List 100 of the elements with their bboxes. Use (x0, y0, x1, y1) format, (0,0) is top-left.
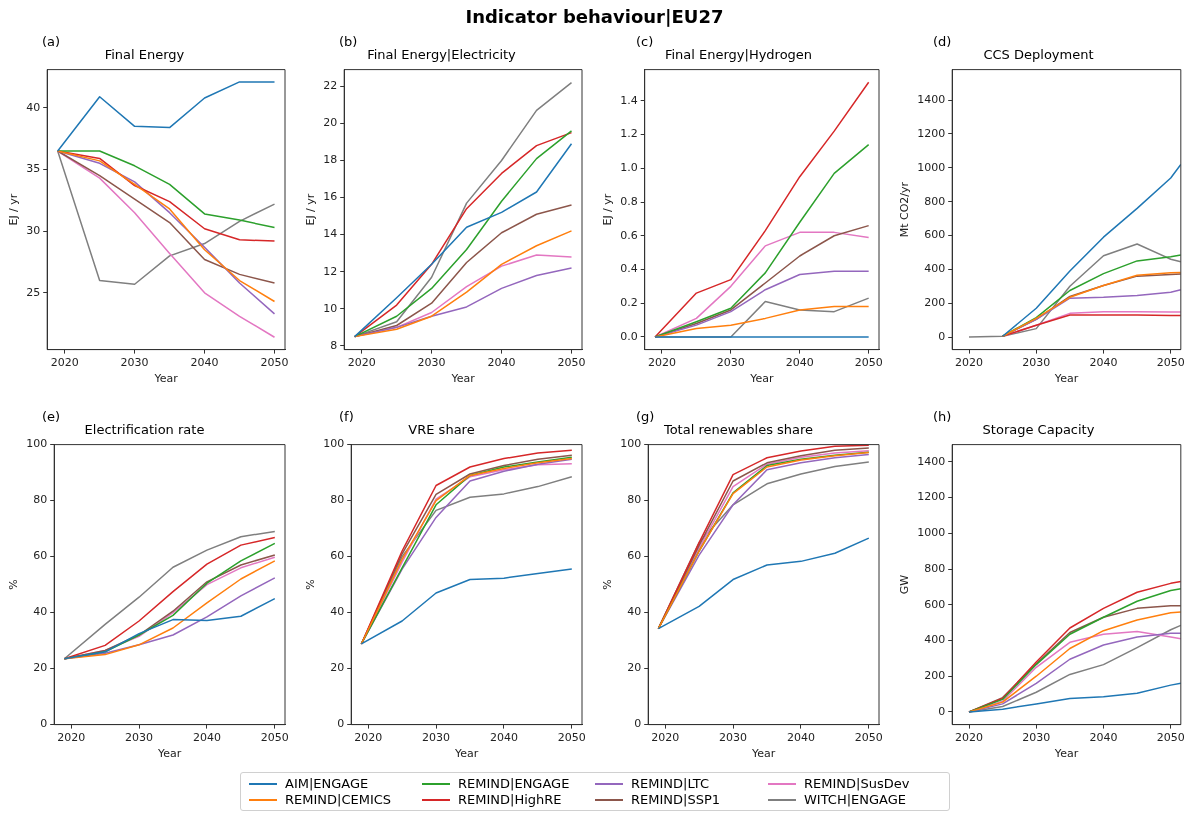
legend-label: REMIND|LTC (631, 776, 710, 791)
x-tick-label: 2020 (354, 731, 383, 745)
x-tick-label: 2030 (719, 731, 748, 745)
x-tick-label: 2040 (785, 356, 814, 370)
x-tick-label: 2050 (1156, 731, 1185, 745)
y-tick-label: 80 (33, 493, 48, 507)
legend-label: REMIND|HighRE (458, 792, 562, 807)
x-axis-title: Year (750, 747, 776, 761)
x-tick-label: 2040 (190, 356, 219, 370)
y-tick-label: 12 (323, 264, 338, 278)
y-tick-label: 0.0 (620, 329, 638, 343)
chart-title: Final Energy|Hydrogen (664, 47, 813, 63)
x-axis-title: Year (453, 747, 479, 761)
y-tick-label: 600 (924, 597, 946, 611)
y-tick-label: 10 (323, 301, 338, 315)
y-tick-label: 600 (924, 228, 946, 242)
x-axis-title: Year (1053, 372, 1079, 386)
y-tick-label: 200 (924, 669, 946, 683)
y-axis-title: % (7, 579, 21, 590)
y-tick-label: 14 (323, 227, 338, 241)
chart-title: VRE share (408, 422, 475, 438)
y-tick-label: 200 (924, 296, 946, 310)
y-tick-label: 40 (627, 605, 642, 619)
x-tick-label: 2020 (651, 731, 680, 745)
text: Indicator behaviour|EU27 (464, 6, 725, 27)
x-axis-title: Year (156, 747, 182, 761)
x-tick-label: 2030 (716, 356, 745, 370)
y-tick-label: 0 (938, 329, 946, 343)
y-tick-label: 30 (26, 224, 41, 238)
y-tick-label: 1400 (917, 454, 946, 468)
text: (f) (339, 409, 354, 424)
y-tick-label: 0 (938, 704, 946, 718)
y-tick-label: 80 (330, 493, 345, 507)
legend-label: WITCH|ENGAGE (804, 792, 907, 807)
y-tick-label: 1000 (917, 526, 946, 540)
y-tick-label: 40 (26, 100, 41, 114)
y-axis-title: EJ / yr (601, 193, 615, 226)
legend-label: AIM|ENGAGE (285, 776, 369, 791)
x-tick-label: 2030 (125, 731, 154, 745)
y-tick-label: 0.6 (620, 228, 638, 242)
x-tick-label: 2040 (487, 356, 516, 370)
y-tick-label: 20 (627, 661, 642, 675)
y-axis-title: Mt CO2/yr (898, 181, 912, 238)
y-tick-label: 16 (323, 190, 338, 204)
chart-title: Electrification rate (84, 422, 205, 438)
y-tick-label: 18 (323, 153, 338, 167)
text: (g) (636, 409, 655, 424)
x-axis-title: Year (1053, 747, 1079, 761)
x-tick-label: 2020 (57, 731, 86, 745)
x-tick-label: 2020 (347, 356, 376, 370)
x-tick-label: 2040 (489, 731, 518, 745)
text: (c) (636, 34, 654, 49)
text: (d) (933, 34, 952, 49)
y-tick-label: 400 (924, 262, 946, 276)
y-axis-title: EJ / yr (304, 193, 318, 226)
x-tick-label: 2030 (1022, 356, 1051, 370)
x-axis-title: Year (450, 372, 476, 386)
y-tick-label: 35 (26, 162, 41, 176)
legend-label: REMIND|ENGAGE (458, 776, 570, 791)
y-tick-label: 0.4 (620, 262, 638, 276)
y-tick-label: 20 (330, 661, 345, 675)
x-tick-label: 2020 (50, 356, 79, 370)
y-tick-label: 0 (634, 717, 642, 731)
chart-title: Storage Capacity (982, 422, 1095, 438)
chart-title: Total renewables share (662, 422, 814, 438)
text: (b) (339, 34, 358, 49)
x-tick-label: 2050 (557, 356, 586, 370)
y-tick-label: 1.0 (620, 161, 638, 175)
x-tick-label: 2030 (417, 356, 446, 370)
y-tick-label: 1200 (917, 490, 946, 504)
x-tick-label: 2050 (854, 731, 883, 745)
x-tick-label: 2050 (260, 731, 289, 745)
x-tick-label: 2050 (1156, 356, 1185, 370)
chart-title: Final Energy|Electricity (367, 47, 517, 63)
y-tick-label: 1.2 (620, 127, 638, 141)
y-axis-title: GW (898, 574, 912, 595)
x-tick-label: 2050 (854, 356, 883, 370)
y-tick-label: 20 (33, 661, 48, 675)
x-tick-label: 2030 (422, 731, 451, 745)
y-tick-label: 60 (33, 549, 48, 563)
y-tick-label: 1200 (917, 126, 946, 140)
y-tick-label: 40 (330, 605, 345, 619)
y-tick-label: 100 (620, 437, 642, 451)
legend-label: REMIND|SusDev (804, 776, 910, 791)
x-tick-label: 2040 (1089, 731, 1118, 745)
x-tick-label: 2050 (260, 356, 289, 370)
y-axis-title: % (601, 579, 615, 590)
x-axis-title: Year (153, 372, 179, 386)
y-tick-label: 100 (26, 437, 48, 451)
y-tick-label: 800 (924, 194, 946, 208)
y-tick-label: 1.4 (620, 93, 638, 107)
y-tick-label: 25 (26, 285, 41, 299)
x-tick-label: 2020 (955, 356, 984, 370)
y-tick-label: 800 (924, 561, 946, 575)
y-tick-label: 0.8 (620, 194, 638, 208)
y-tick-label: 8 (330, 338, 338, 352)
x-tick-label: 2030 (1022, 731, 1051, 745)
y-tick-label: 0 (40, 717, 48, 731)
chart-title: Final Energy (104, 47, 185, 63)
chart-title: CCS Deployment (983, 47, 1094, 63)
